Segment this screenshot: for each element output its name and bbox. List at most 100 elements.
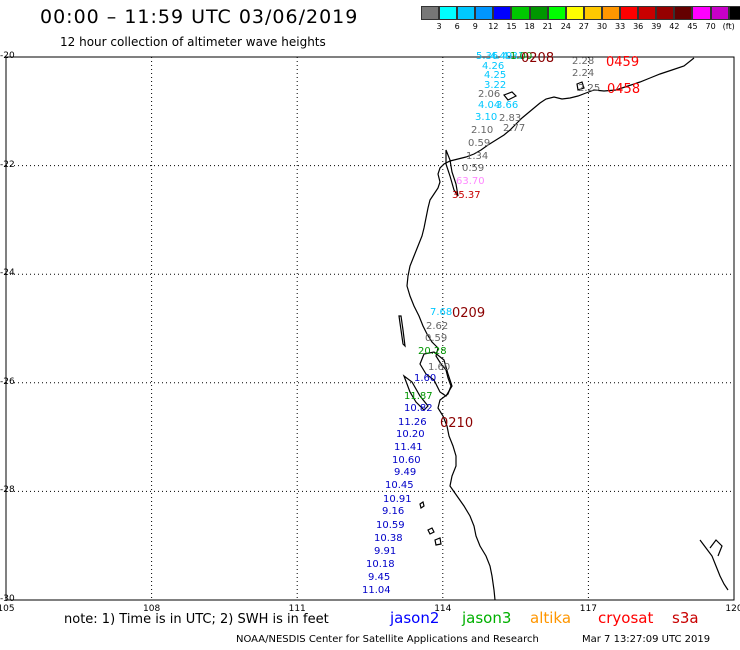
wave-height-label: 9.16 [382, 506, 404, 517]
legend-item-jason3: jason3 [462, 609, 512, 627]
pass-time-label: 0459 [606, 55, 639, 70]
wave-height-label: 11.87 [404, 391, 433, 402]
pass-time-label: 0458 [607, 82, 640, 97]
scale-swatch [547, 6, 566, 20]
wave-height-label: 3.66 [496, 100, 518, 111]
wave-height-label: 10.59 [376, 520, 405, 531]
scale-swatch [529, 6, 548, 20]
wave-height-label: 1.60 [428, 362, 450, 373]
latitude-label: -24 [0, 268, 15, 279]
island-barrow [503, 91, 518, 101]
scale-label: 33 [615, 22, 626, 31]
scale-label: 39 [651, 22, 662, 31]
wave-height-label: 2.24 [572, 68, 594, 79]
map-frame [5, 56, 735, 601]
longitude-label: 114 [434, 604, 452, 614]
island-dirk-hartog [402, 374, 429, 411]
latitude-label: -20 [0, 51, 15, 61]
longitude-label: 117 [579, 604, 597, 614]
scale-swatch [457, 6, 476, 20]
scale-swatch [620, 6, 639, 20]
longitude-label: 105 [0, 604, 15, 614]
wave-height-label: 10.18 [366, 559, 395, 570]
scale-swatch [475, 6, 494, 20]
wave-height-label: 0.59 [462, 163, 484, 174]
scale-label: 18 [524, 22, 535, 31]
pass-time-labels: 0208 0459 0458 0209 0210 [440, 51, 640, 431]
pass-time-label: 0208 [521, 51, 554, 66]
island-bernier [398, 315, 406, 348]
latitude-label: -22 [0, 159, 15, 170]
latitude-label: -28 [0, 485, 15, 496]
island-abrolhos-2 [434, 537, 442, 546]
wave-height-label: 4.31 [502, 51, 524, 62]
wave-height-label: 1.60 [414, 373, 436, 384]
scale-label: 30 [596, 22, 608, 31]
scale-swatch [439, 6, 458, 20]
scale-label: 3 [436, 22, 442, 31]
wave-height-label: 0.59 [468, 138, 490, 149]
wave-height-label: 10.38 [374, 533, 403, 544]
wave-height-label: 11.04 [362, 585, 391, 596]
wave-height-label: 9.91 [374, 546, 396, 557]
wave-height-label: 63.70 [456, 176, 485, 187]
scale-swatch [656, 6, 675, 20]
note-text: note: 1) Time is in UTC; 2) SWH is in fe… [64, 612, 329, 627]
scale-label: 24 [560, 22, 571, 31]
wave-height-label: 11.26 [398, 417, 427, 428]
scale-label: 36 [633, 22, 644, 31]
page-title: 00:00 – 11:59 UTC 03/06/2019 [40, 6, 359, 28]
wave-height-label: 2.62 [426, 321, 448, 332]
wave-height-label: 10.60 [392, 455, 421, 466]
pass-time-label: 0209 [452, 306, 485, 321]
pass-time-label: 0210 [440, 416, 473, 431]
scale-swatch [421, 6, 440, 20]
legend-item-jason2: jason2 [390, 609, 440, 627]
island-rottnest [419, 501, 425, 509]
wave-height-label: 10.82 [404, 403, 433, 414]
wave-height-label: 10.20 [396, 429, 425, 440]
wave-height-label: 2.25 [578, 83, 600, 94]
scale-swatch [601, 6, 621, 20]
wave-height-label: 10.45 [385, 480, 414, 491]
wave-height-label: 7.68 [430, 307, 452, 318]
scale-label: (ft) [722, 22, 735, 31]
timestamp-text: Mar 7 13:27:09 UTC 2019 [582, 634, 711, 645]
scale-swatch [565, 6, 584, 20]
wave-height-label: 2.77 [503, 123, 525, 134]
shark-bay-peninsula [419, 351, 453, 397]
legend-item-altika: altika [530, 609, 572, 627]
latitude-label: -30 [0, 594, 15, 604]
scale-label: 45 [687, 22, 698, 31]
credit-text: NOAA/NESDIS Center for Satellite Applica… [236, 634, 539, 645]
island-small-1 [576, 81, 585, 91]
color-scale-labels: 3 6 9 12 15 18 21 24 27 30 33 36 39 42 45 70 (ft) [421, 22, 740, 34]
wave-height-label: 35.37 [452, 190, 481, 201]
scale-swatch [710, 6, 729, 20]
wave-height-label: 11.41 [394, 442, 423, 453]
graticule [6, 57, 734, 600]
wave-height-label: 4.04 [478, 100, 500, 111]
scale-swatch [674, 6, 693, 20]
longitude-label: 108 [143, 604, 161, 614]
wave-height-label: 2.83 [499, 113, 521, 124]
wave-height-label: 0.59 [425, 333, 447, 344]
scale-label: 12 [488, 22, 499, 31]
wave-height-label: 4.26 [482, 61, 504, 72]
scale-label: 70 [705, 22, 716, 31]
coastline-east [699, 539, 729, 591]
scale-label: 42 [669, 22, 680, 31]
wave-height-label: 20.28 [418, 346, 447, 357]
latitude-label: -26 [0, 376, 15, 387]
coastline [398, 57, 729, 601]
wave-height-label: 10.91 [383, 494, 412, 505]
scale-label: 21 [542, 22, 553, 31]
legend-item-s3a: s3a [672, 609, 699, 627]
wave-height-label: 2.28 [572, 56, 594, 67]
wave-height-values: 5.364.494.314.264.253.222.064.043.663.10… [362, 51, 600, 596]
scale-swatch [728, 6, 740, 20]
longitude-label: 111 [288, 604, 306, 614]
wave-height-label: 4.49 [490, 51, 512, 62]
wave-height-label: 9.49 [394, 467, 416, 478]
